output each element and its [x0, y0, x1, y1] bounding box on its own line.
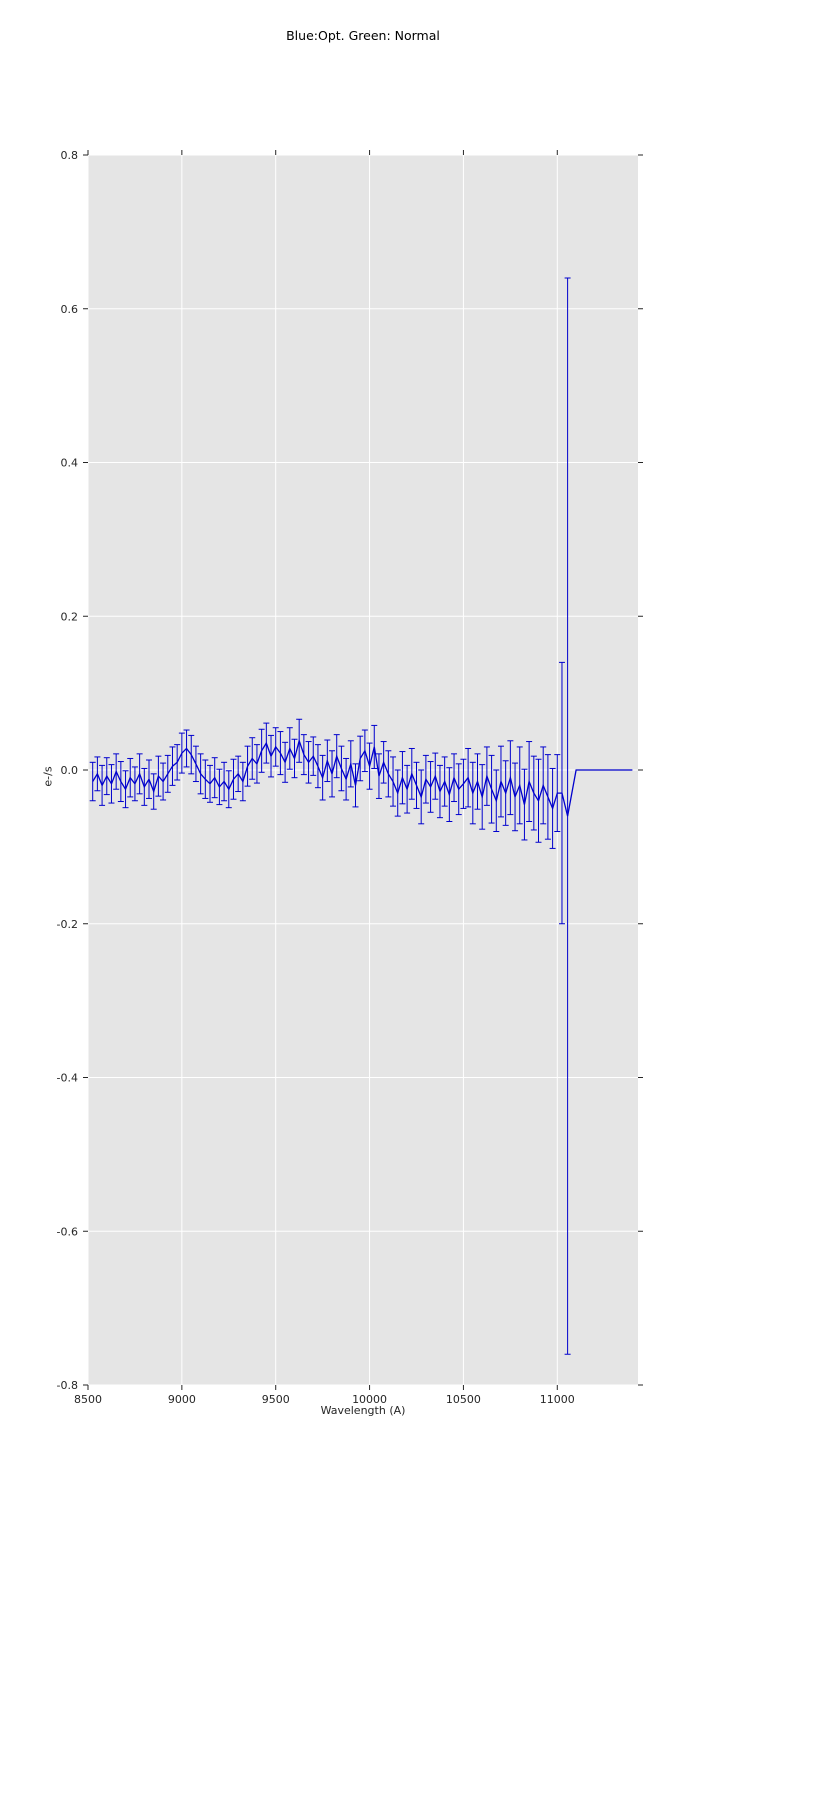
chart-title: Blue:Opt. Green: Normal: [286, 28, 440, 43]
y-tick-label: 0.4: [61, 457, 79, 470]
x-tick-label: 10500: [446, 1393, 481, 1406]
y-tick-label: -0.6: [57, 1225, 78, 1238]
y-tick-label: 0.0: [61, 764, 79, 777]
x-axis-label: Wavelength (A): [320, 1404, 406, 1417]
x-tick-label: 8500: [74, 1393, 102, 1406]
x-tick-label: 11000: [540, 1393, 575, 1406]
y-tick-label: -0.8: [57, 1379, 78, 1392]
data-line: [92, 738, 633, 817]
y-tick-label: -0.4: [57, 1072, 78, 1085]
x-tick-label: 10000: [352, 1393, 387, 1406]
y-tick-label: 0.6: [61, 303, 79, 316]
y-axis-label: e-/s: [41, 766, 55, 787]
y-tick-label: 0.2: [61, 610, 79, 623]
x-tick-label: 9500: [262, 1393, 290, 1406]
y-tick-label: 0.8: [61, 149, 79, 162]
x-tick-label: 9000: [168, 1393, 196, 1406]
y-tick-label: -0.2: [57, 918, 78, 931]
